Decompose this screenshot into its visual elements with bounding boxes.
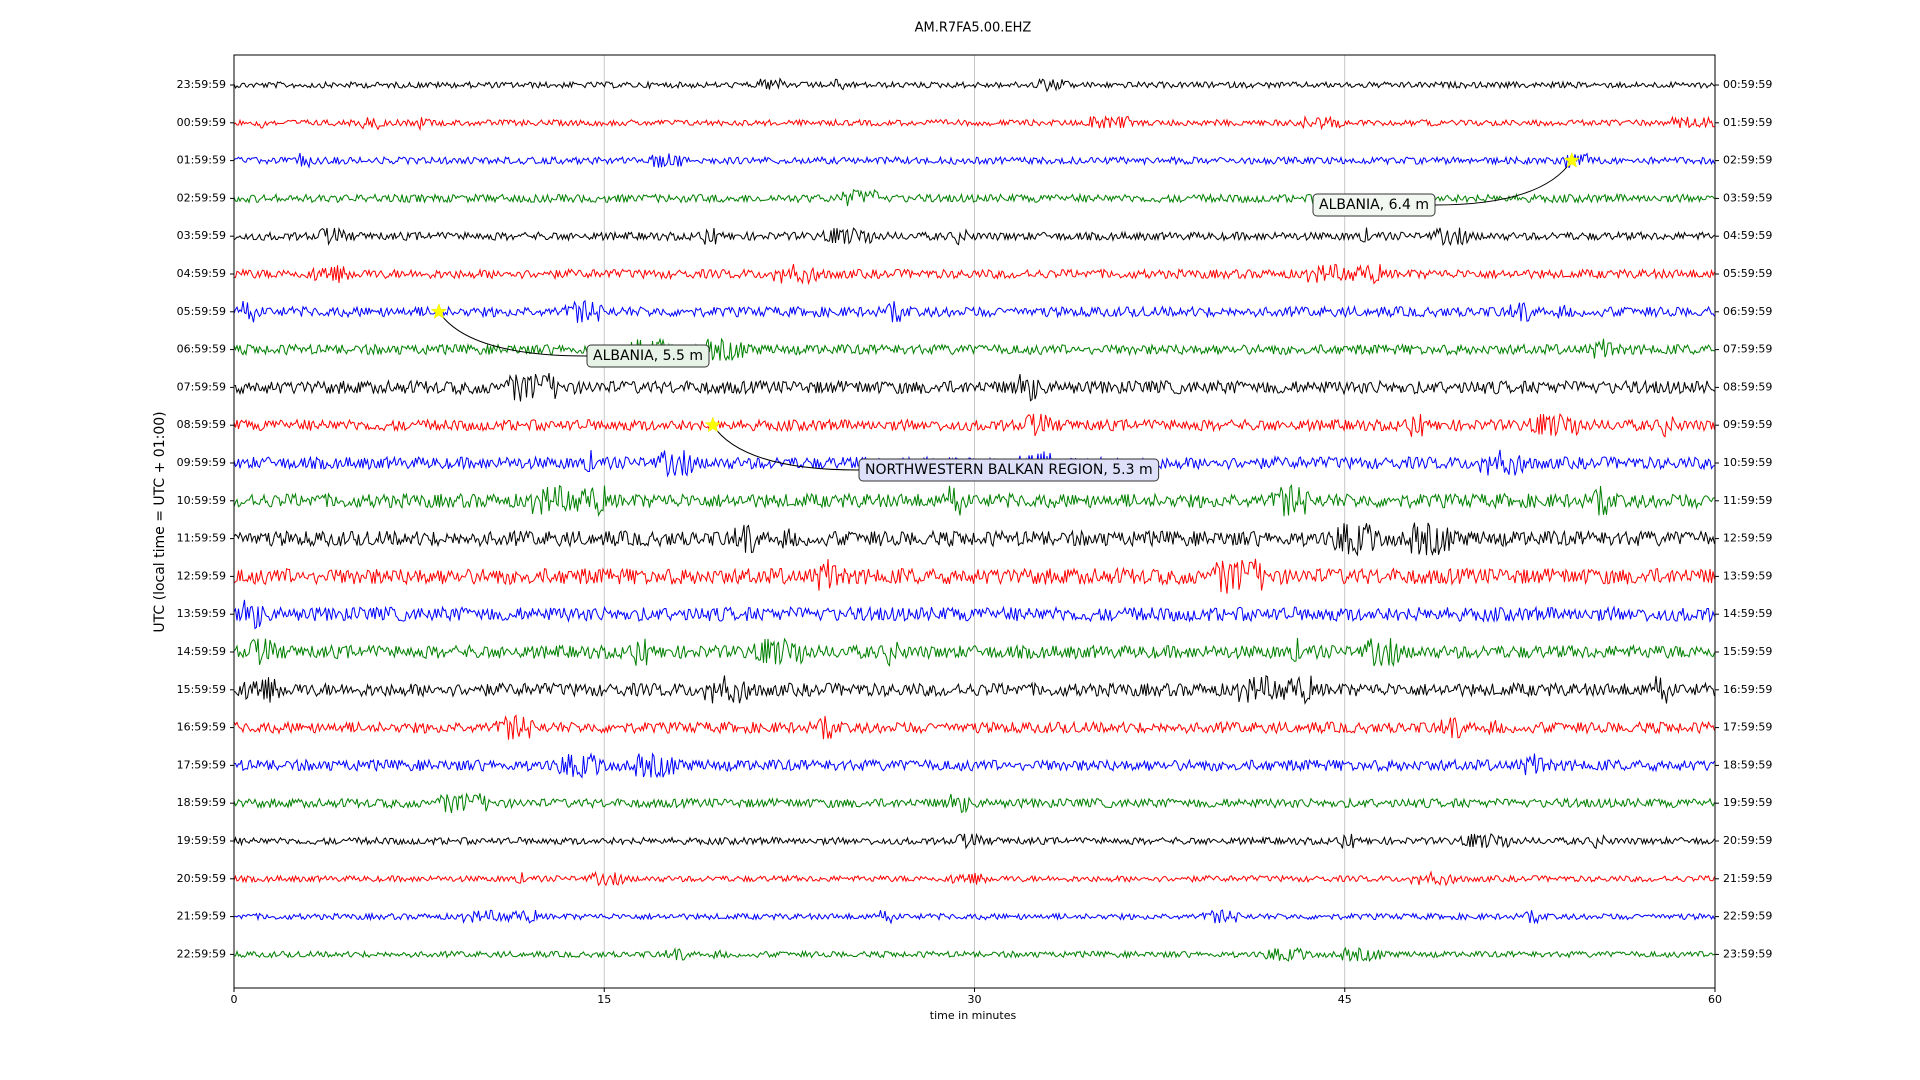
y2-tick-label: 19:59:59 (1723, 796, 1772, 809)
y-tick-label: 05:59:59 (177, 305, 226, 318)
y-tick-label: 10:59:59 (177, 494, 226, 507)
waveform (233, 189, 1715, 207)
y-tick-label: 01:59:59 (177, 154, 226, 167)
y-tick-label: 00:59:59 (177, 116, 226, 129)
event-star (1563, 151, 1581, 168)
waveform (233, 373, 1715, 402)
x-tick-label: 0 (231, 993, 238, 1006)
waveform (233, 946, 1715, 963)
y2-tick-label: 02:59:59 (1723, 154, 1772, 167)
y2-tick-label: 23:59:59 (1723, 947, 1772, 960)
y-tick-label: 07:59:59 (177, 380, 226, 393)
y2-tick-label: 20:59:59 (1723, 834, 1772, 847)
waveform (233, 299, 1715, 323)
waveform (233, 483, 1715, 518)
y-tick-label: 14:59:59 (177, 645, 226, 658)
waveform (233, 77, 1715, 93)
y-tick-label: 20:59:59 (177, 872, 226, 885)
traces: 0 15 30 45 60 23:59:59 00:59:59 00:59:59 01:59:5… (177, 55, 1772, 1006)
y2-tick-label: 11:59:59 (1723, 494, 1772, 507)
y2-tick-label: 05:59:59 (1723, 267, 1772, 280)
waveform (233, 599, 1715, 630)
y-tick-label: 16:59:59 (177, 721, 226, 734)
y2-tick-label: 16:59:59 (1723, 683, 1772, 696)
waveform (233, 337, 1715, 362)
event-label: ALBANIA, 6.4 m (1319, 197, 1429, 213)
y2-tick-label: 12:59:59 (1723, 532, 1772, 545)
event-connector (1434, 160, 1573, 206)
overlay: ALBANIA, 6.4 m ALBANIA, 5.5 m NORTHWESTERN… (430, 151, 1581, 482)
y2-tick-label: 06:59:59 (1723, 305, 1772, 318)
y-tick-label: 23:59:59 (177, 78, 226, 91)
y-tick-label: 04:59:59 (177, 267, 226, 280)
waveform (233, 714, 1715, 740)
waveform (233, 114, 1715, 132)
event-label: ALBANIA, 5.5 m (593, 348, 703, 364)
event-connector (712, 424, 860, 471)
y2-tick-label: 17:59:59 (1723, 721, 1772, 734)
y-tick-label: 02:59:59 (177, 191, 226, 204)
y2-tick-label: 15:59:59 (1723, 645, 1772, 658)
x-tick-label: 30 (968, 993, 982, 1006)
y-tick-label: 15:59:59 (177, 683, 226, 696)
y-tick-label: 12:59:59 (177, 569, 226, 582)
waveform (233, 226, 1715, 247)
y2-tick-label: 13:59:59 (1723, 569, 1772, 582)
y2-tick-label: 14:59:59 (1723, 607, 1772, 620)
waveform (233, 412, 1715, 438)
x-tick-label: 15 (597, 993, 611, 1006)
event-annotation: ALBANIA, 5.5 m (430, 303, 710, 368)
waveform (233, 870, 1715, 887)
event-annotation: NORTHWESTERN BALKAN REGION, 5.3 m (704, 416, 1160, 482)
y2-tick-label: 10:59:59 (1723, 456, 1772, 469)
waveform (233, 832, 1715, 850)
y-axis-label: UTC (local time = UTC + 01:00) (152, 411, 168, 632)
x-tick-label: 45 (1338, 993, 1352, 1006)
y-tick-label: 13:59:59 (177, 607, 226, 620)
axes-frame (233, 54, 1716, 989)
y2-tick-label: 08:59:59 (1723, 380, 1772, 393)
y2-tick-label: 22:59:59 (1723, 910, 1772, 923)
y-tick-label: 08:59:59 (177, 418, 226, 431)
waveform (233, 752, 1715, 779)
y2-tick-label: 18:59:59 (1723, 758, 1772, 771)
waveform (233, 558, 1715, 594)
waveform (233, 909, 1715, 925)
y-tick-label: 17:59:59 (177, 758, 226, 771)
y2-tick-label: 04:59:59 (1723, 229, 1772, 242)
event-star (704, 416, 722, 433)
y-tick-label: 18:59:59 (177, 796, 226, 809)
y-tick-label: 21:59:59 (177, 910, 226, 923)
waveform (233, 637, 1715, 667)
y-tick-label: 22:59:59 (177, 947, 226, 960)
event-annotation: ALBANIA, 6.4 m (1312, 151, 1581, 217)
y-tick-label: 06:59:59 (177, 343, 226, 356)
waveform (233, 792, 1715, 814)
y2-tick-label: 21:59:59 (1723, 872, 1772, 885)
y2-tick-label: 01:59:59 (1723, 116, 1772, 129)
waveform (233, 263, 1715, 286)
event-label: NORTHWESTERN BALKAN REGION, 5.3 m (865, 462, 1153, 478)
y2-tick-label: 07:59:59 (1723, 343, 1772, 356)
y-tick-label: 11:59:59 (177, 532, 226, 545)
event-connector (438, 311, 588, 357)
y-tick-label: 19:59:59 (177, 834, 226, 847)
y2-tick-label: 03:59:59 (1723, 191, 1772, 204)
x-tick-label: 60 (1708, 993, 1722, 1006)
waveform (233, 152, 1715, 169)
waveform (233, 522, 1715, 557)
waveform (233, 675, 1715, 705)
chart-title: AM.R7FA5.00.EHZ (915, 21, 1032, 36)
y2-tick-label: 00:59:59 (1723, 78, 1772, 91)
event-star (430, 303, 448, 319)
y2-tick-label: 09:59:59 (1723, 418, 1772, 431)
y-tick-label: 09:59:59 (177, 456, 226, 469)
y-tick-label: 03:59:59 (177, 229, 226, 242)
x-axis-label: time in minutes (930, 1009, 1017, 1022)
